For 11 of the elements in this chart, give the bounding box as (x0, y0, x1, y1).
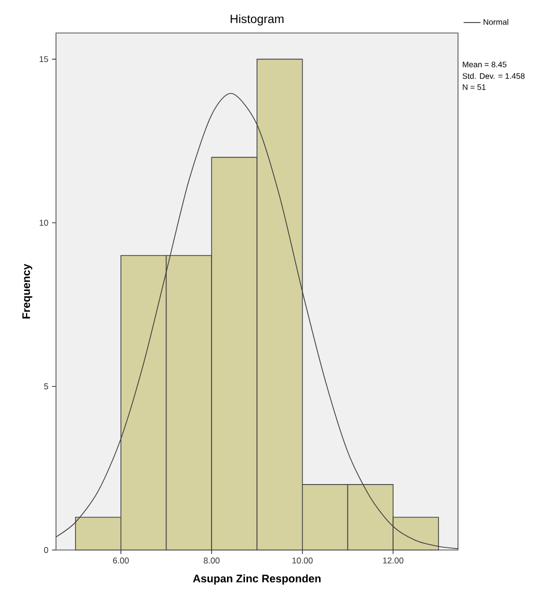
x-tick-label: 8.00 (204, 558, 220, 564)
y-tick-label: 10 (40, 220, 48, 226)
chart-title: Histogram (230, 14, 284, 26)
y-tick-label: 5 (44, 383, 48, 390)
y-tick-label: 15 (40, 56, 48, 62)
x-tick-label: 6.00 (113, 558, 129, 564)
x-tick-label: 10.00 (292, 558, 313, 564)
y-tick-label: 0 (44, 547, 48, 553)
x-tick-label: 12.00 (383, 558, 404, 564)
y-axis-title: Frequency (22, 264, 32, 318)
x-axis-title: Asupan Zinc Responden (193, 574, 321, 585)
